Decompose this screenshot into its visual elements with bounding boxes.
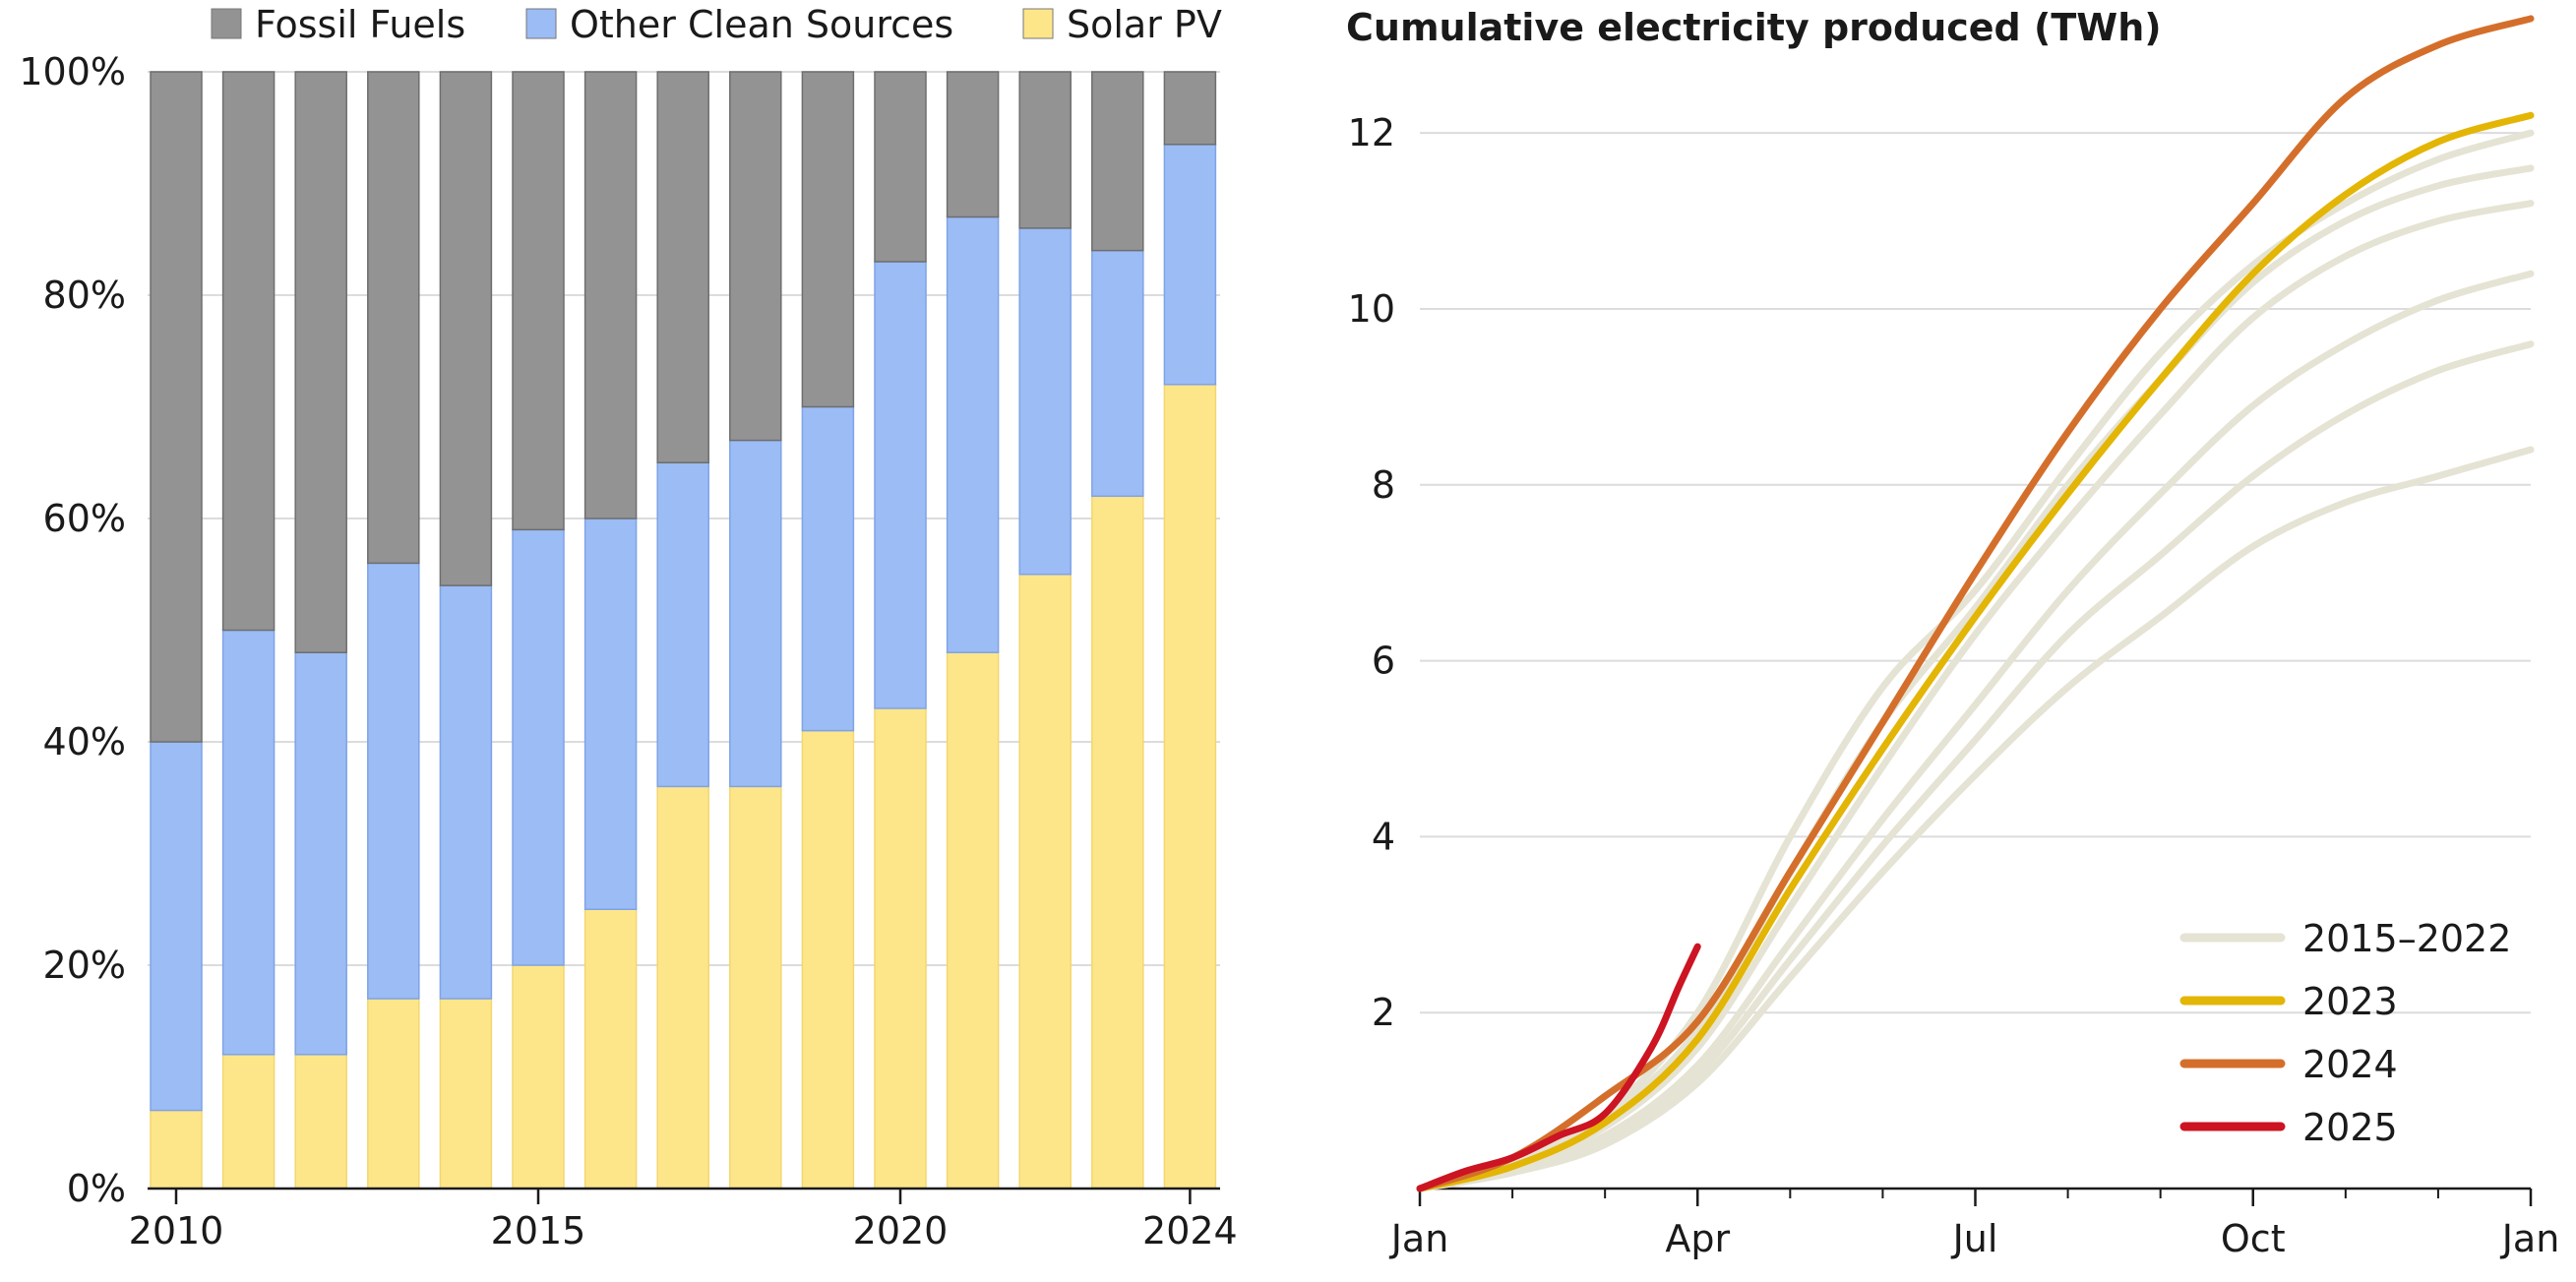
bar-fossil-fuels-2018 xyxy=(729,71,782,442)
bar-legend: Fossil Fuels Other Clean Sources Solar PV xyxy=(211,3,1222,46)
line-y-tick-label: 6 xyxy=(1372,640,1395,683)
series-line-2015-2022-4 xyxy=(1416,164,2535,1192)
bar-fossil-fuels-2014 xyxy=(439,71,493,586)
bar-other-clean-sources-2024 xyxy=(1163,144,1217,386)
bar-other-clean-sources-2020 xyxy=(874,261,927,709)
bar-fossil-fuels-2010 xyxy=(150,71,203,743)
bar-fossil-fuels-2019 xyxy=(801,71,855,408)
bar-solar-pv-2020 xyxy=(874,707,927,1190)
legend-label-2023: 2023 xyxy=(2302,980,2398,1023)
bar-x-tick-label: 2010 xyxy=(129,1209,224,1252)
bar-fossil-fuels-2015 xyxy=(512,71,565,531)
line-y-tick-label: 8 xyxy=(1372,463,1395,507)
series-line-2024 xyxy=(1416,15,2535,1192)
bar-fossil-fuels-2021 xyxy=(946,71,1000,218)
series-line-2015-2022-0 xyxy=(1416,446,2535,1192)
line-legend: 2015–2022 2023 2024 2025 xyxy=(2179,917,2511,1149)
legend-label-2025: 2025 xyxy=(2302,1106,2398,1149)
bar-other-clean-sources-2022 xyxy=(1018,227,1072,576)
bar-solar-pv-2015 xyxy=(512,964,565,1190)
bar-solar-pv-2023 xyxy=(1091,495,1144,1190)
bar-fossil-fuels-2017 xyxy=(656,71,709,463)
legend-label-2015–2022: 2015–2022 xyxy=(2302,917,2511,960)
legend-swatch-other-clean-sources xyxy=(525,8,557,39)
line-x-tick-label: Jul xyxy=(1951,1217,1998,1260)
series-line-2015-2022-3 xyxy=(1416,200,2535,1192)
bar-x-tick-label: 2015 xyxy=(491,1209,586,1252)
bar-fossil-fuels-2016 xyxy=(583,71,638,519)
bar-y-tick-label: 80% xyxy=(43,274,126,317)
line-y-tick-label: 2 xyxy=(1372,991,1395,1034)
bar-other-clean-sources-2011 xyxy=(221,629,276,1056)
bar-axes: 0% 20% 40% 60% 80% 100% 2010 2015 2020 2024 xyxy=(19,50,1237,1252)
bar-solar-pv-2011 xyxy=(221,1054,276,1190)
bar-solar-pv-2019 xyxy=(801,729,855,1190)
line-x-tick-label: Apr xyxy=(1665,1217,1730,1260)
bar-solar-pv-2024 xyxy=(1163,384,1217,1190)
line-chart-title: Cumulative electricity produced (TWh) xyxy=(1346,6,2162,49)
stacked-bar-chart: 0% 20% 40% 60% 80% 100% 2010 2015 2020 2024 Fossi… xyxy=(19,3,1237,1252)
bar-fossil-fuels-2022 xyxy=(1018,71,1072,229)
bar-solar-pv-2014 xyxy=(439,998,493,1190)
bar-marks xyxy=(150,71,1217,1190)
bar-y-tick-label: 0% xyxy=(67,1167,126,1210)
bar-y-tick-label: 60% xyxy=(43,497,126,540)
cumulative-line-chart: Cumulative electricity produced (TWh) Ja… xyxy=(1346,6,2559,1260)
bar-solar-pv-2013 xyxy=(367,998,420,1190)
legend-label-solar-pv: Solar PV xyxy=(1067,3,1222,46)
bar-other-clean-sources-2018 xyxy=(729,439,782,788)
bar-solar-pv-2010 xyxy=(150,1109,203,1190)
line-x-tick-label: Jan xyxy=(2500,1217,2560,1260)
line-y-tick-label: 12 xyxy=(1348,111,1395,154)
bar-fossil-fuels-2023 xyxy=(1091,71,1144,252)
line-x-tick-label: Jan xyxy=(1389,1217,1449,1260)
bar-x-tick-label: 2020 xyxy=(853,1209,949,1252)
bar-fossil-fuels-2020 xyxy=(874,71,927,263)
legend-label-fossil-fuels: Fossil Fuels xyxy=(255,3,465,46)
bar-solar-pv-2022 xyxy=(1018,574,1072,1190)
series-line-2015-2022-2 xyxy=(1416,270,2535,1192)
bar-other-clean-sources-2017 xyxy=(656,461,709,788)
legend-swatch-solar-pv xyxy=(1022,8,1054,39)
series-line-2015-2022-1 xyxy=(1416,340,2535,1192)
bar-other-clean-sources-2019 xyxy=(801,405,855,732)
line-gridlines xyxy=(1420,132,2531,1014)
bar-fossil-fuels-2024 xyxy=(1163,71,1217,146)
bar-other-clean-sources-2012 xyxy=(294,651,347,1056)
bar-other-clean-sources-2013 xyxy=(367,562,420,1000)
bar-y-tick-label: 40% xyxy=(43,720,126,763)
bar-solar-pv-2012 xyxy=(294,1054,347,1190)
bar-fossil-fuels-2013 xyxy=(367,71,420,565)
series-line-2023 xyxy=(1416,111,2535,1192)
bar-solar-pv-2016 xyxy=(583,908,638,1190)
series-line-2025 xyxy=(1416,943,1701,1192)
bar-other-clean-sources-2021 xyxy=(946,215,1000,653)
line-series xyxy=(1416,15,2535,1192)
bar-solar-pv-2017 xyxy=(656,785,709,1190)
bar-other-clean-sources-2014 xyxy=(439,584,493,1000)
bar-other-clean-sources-2015 xyxy=(512,528,565,966)
line-x-tick-label: Oct xyxy=(2221,1217,2286,1260)
line-y-tick-label: 10 xyxy=(1348,287,1395,331)
bar-y-tick-label: 100% xyxy=(19,50,126,93)
bar-solar-pv-2018 xyxy=(729,785,782,1190)
bar-other-clean-sources-2023 xyxy=(1091,249,1144,498)
legend-label-2024: 2024 xyxy=(2302,1043,2398,1086)
legend-label-other-clean-sources: Other Clean Sources xyxy=(570,3,953,46)
line-axes: Jan Apr Jul Oct Jan 2 4 6 8 10 12 xyxy=(1348,111,2560,1260)
bar-y-tick-label: 20% xyxy=(43,944,126,987)
bar-solar-pv-2021 xyxy=(946,651,1000,1190)
bar-other-clean-sources-2010 xyxy=(150,741,203,1112)
legend-swatch-fossil-fuels xyxy=(211,8,242,39)
line-y-tick-label: 4 xyxy=(1372,815,1395,858)
bar-other-clean-sources-2016 xyxy=(583,518,638,910)
bar-fossil-fuels-2011 xyxy=(221,71,276,632)
bar-x-tick-label: 2024 xyxy=(1142,1209,1238,1252)
bar-fossil-fuels-2012 xyxy=(294,71,347,653)
